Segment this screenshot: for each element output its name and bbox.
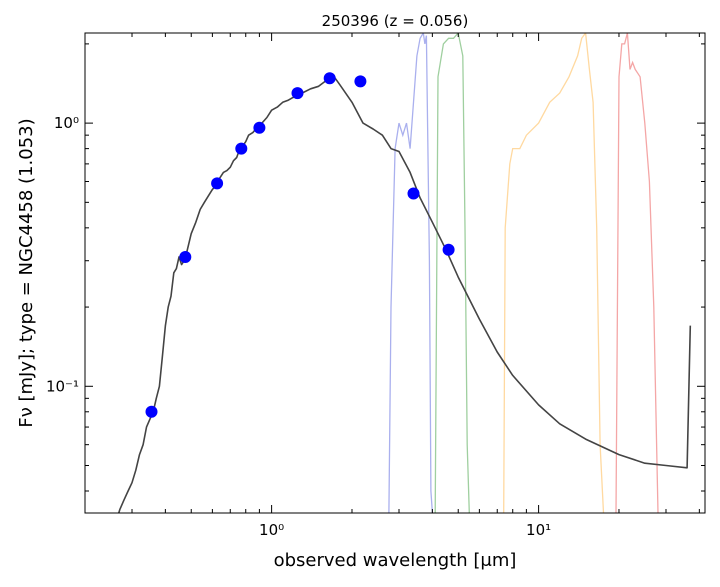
x-tick-label: 10¹ — [526, 521, 551, 539]
plot-frame — [84, 32, 706, 514]
y-axis-label: Fν [mJy]; type = NGC4458 (1.053) — [16, 118, 37, 427]
y-tick-label: 10⁻¹ — [46, 377, 79, 395]
x-tick-label: 10⁰ — [259, 521, 284, 539]
photometry-point — [323, 72, 336, 85]
chart-title: 250396 (z = 0.056) — [322, 12, 469, 30]
photometry-point — [179, 251, 192, 263]
filter-curve-1 — [388, 33, 434, 513]
photometry-point — [235, 142, 248, 155]
axis-ticks: 10⁰ 10¹ 10⁻¹ 10⁰ — [46, 33, 705, 539]
y-tick-label: 10⁰ — [54, 114, 79, 132]
filter-curve-4 — [615, 33, 659, 513]
photometry-points — [145, 72, 455, 418]
photometry-point — [354, 75, 367, 88]
photometry-point — [442, 243, 455, 256]
filter-curve-3 — [503, 33, 605, 513]
chart-background — [85, 33, 705, 513]
photometry-point — [145, 405, 158, 418]
photometry-point — [291, 87, 304, 100]
sed-model-line — [117, 74, 692, 513]
sed-model-layer — [117, 74, 692, 513]
filter-curve-2 — [434, 33, 470, 513]
filter-curves — [388, 33, 659, 513]
x-axis-label: observed wavelength [μm] — [274, 550, 517, 571]
photometry-point — [253, 121, 266, 134]
photometry-point — [407, 187, 420, 200]
photometry-point — [211, 177, 224, 190]
